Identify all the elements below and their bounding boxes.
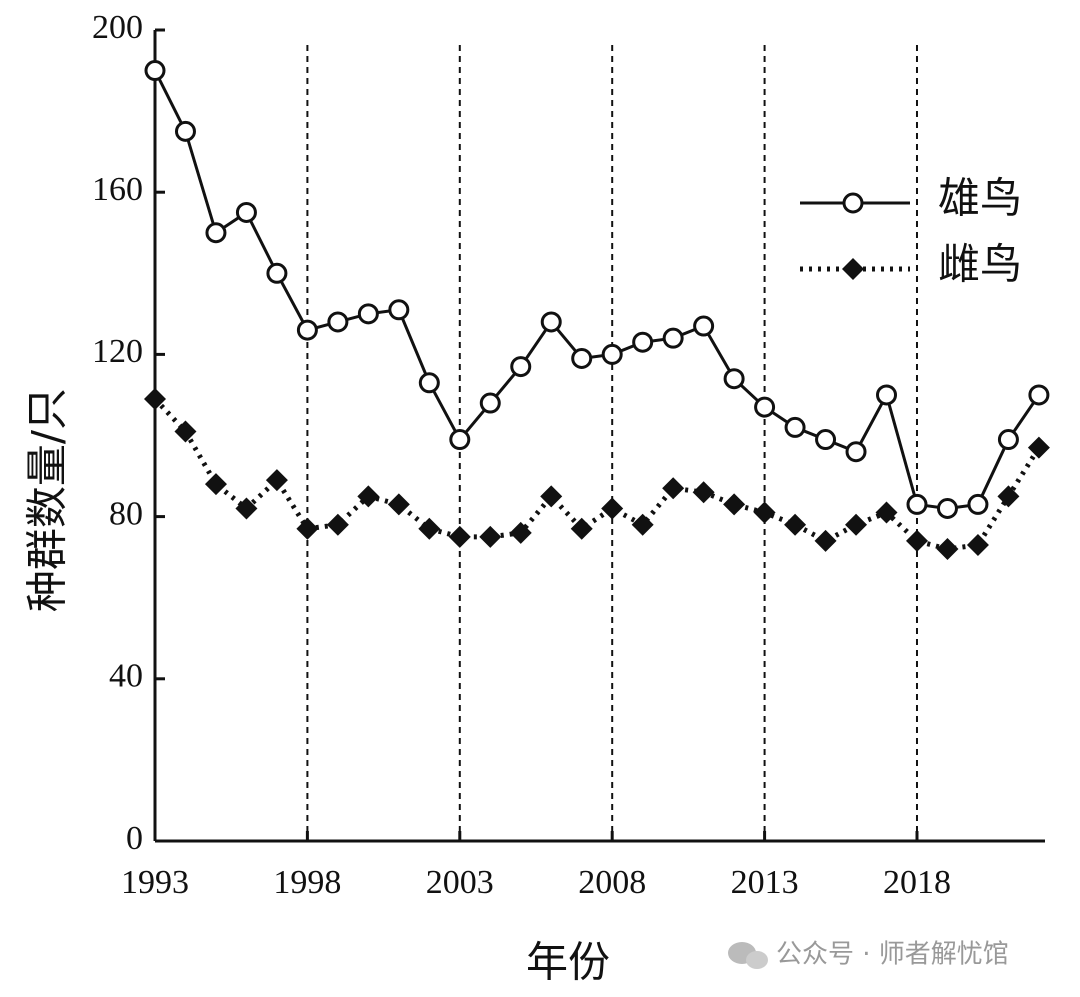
point [936,497,958,519]
series-line [153,69,1041,511]
point [388,299,410,321]
watermark-icon [728,942,768,969]
watermark: 公众号 · 师者解忧馆 [776,940,1009,970]
point [601,343,623,365]
point [692,481,715,504]
y-tick-label: 0 [126,820,143,857]
point [357,485,380,508]
x-tick-label: 2008 [578,864,646,901]
point [936,538,959,561]
point [1028,384,1050,406]
point [845,513,868,536]
point [997,429,1019,451]
point [906,493,928,515]
point [510,356,532,378]
point [723,368,745,390]
point [1027,436,1050,459]
point [479,525,502,548]
legend-marker [842,258,864,280]
point [753,501,776,524]
point [235,497,258,520]
y-tick-label: 200 [92,9,143,46]
y-tick-label: 120 [92,333,143,370]
point [814,529,837,552]
point [631,513,654,536]
point [601,497,624,520]
x-tick-label: 2003 [426,864,494,901]
point [754,396,776,418]
series-line [153,397,1042,552]
point [997,485,1020,508]
x-tick-label: 2013 [731,864,799,901]
point [540,311,562,333]
point [876,384,898,406]
legend-marker [842,192,864,214]
point [144,388,166,411]
point [296,517,319,540]
point [632,331,654,353]
point [387,493,410,516]
point [144,60,166,82]
point [265,469,288,492]
point [905,529,928,552]
point [174,420,197,443]
x-tick-label: 1993 [121,864,189,901]
point [662,327,684,349]
point [967,493,989,515]
x-axis-label: 年份 [526,938,610,987]
point [326,513,349,536]
point [784,416,806,438]
x-tick-label: 1998 [273,864,341,901]
point [571,347,593,369]
point [266,262,288,284]
point [479,392,501,414]
point [662,477,685,500]
point [966,533,989,556]
legend-label: 雄鸟 [938,174,1022,223]
point [296,319,318,341]
point [449,429,471,451]
point [815,429,837,451]
point [540,485,563,508]
point [418,372,440,394]
x-tick-label: 2018 [883,864,951,901]
point [327,311,349,333]
point [723,493,746,516]
point [357,303,379,325]
y-tick-label: 160 [92,171,143,208]
point [204,473,227,496]
point [174,120,196,142]
point [875,501,898,524]
legend-label: 雌鸟 [938,240,1022,289]
y-tick-label: 80 [109,495,143,532]
point [509,521,532,544]
point [448,525,471,548]
point [205,222,227,244]
y-tick-label: 40 [109,658,143,695]
y-axis-label: 种群数量/只 [23,388,72,612]
point [784,513,807,536]
point [418,517,441,540]
point [693,315,715,337]
point [570,517,593,540]
point [235,201,257,223]
point [845,441,867,463]
